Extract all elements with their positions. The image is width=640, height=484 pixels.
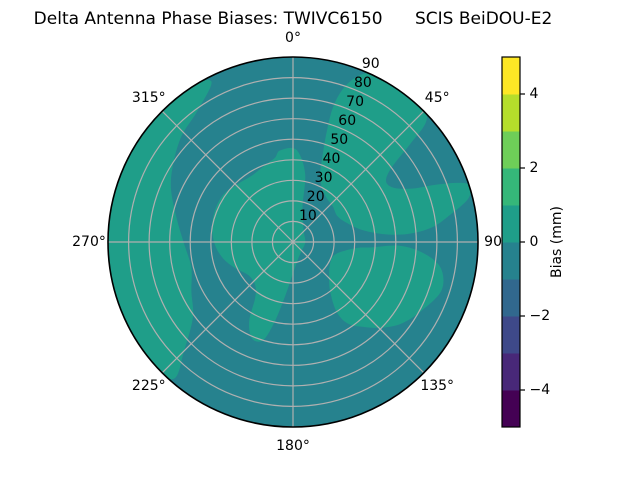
colorbar-tick-label-2: 2 (530, 160, 539, 176)
radial-tick-label-10: 10 (299, 208, 317, 224)
angle-tick-label-45: 45° (425, 90, 450, 106)
grid-spoke-135 (292, 241, 425, 374)
colorbar-segment-3 (502, 279, 520, 317)
colorbar-segment-9 (502, 57, 520, 95)
colorbar-segments (502, 57, 520, 428)
radial-tick-label-50: 50 (330, 132, 348, 148)
colorbar: 4 2 0 −2 −4 Bias (mm) (501, 56, 565, 428)
colorbar-ticks: 4 2 0 −2 −4 (520, 86, 550, 398)
colorbar-tick-label-0: 0 (530, 234, 539, 250)
angle-tick-label-270: 270° (72, 234, 106, 250)
angle-tick-label-0: 0° (285, 30, 301, 46)
radial-tick-label-80: 80 (354, 75, 372, 91)
colorbar-segment-6 (502, 168, 520, 206)
radial-tick-label-30: 30 (315, 170, 333, 186)
colorbar-segment-5 (502, 205, 520, 243)
angle-tick-label-225: 225° (132, 378, 166, 394)
angle-tick-label-135: 135° (420, 378, 454, 394)
colorbar-tick-label--4: −4 (530, 382, 551, 398)
angle-tick-label-90: 90 (484, 234, 502, 250)
polar-border (107, 56, 479, 428)
colorbar-segment-4 (502, 242, 520, 280)
colorbar-label: Bias (mm) (549, 206, 565, 278)
colorbar-segment-8 (502, 94, 520, 132)
radial-tick-labels: 10 20 30 40 50 60 70 80 90 (299, 56, 380, 224)
colorbar-tick-label-4: 4 (530, 86, 539, 102)
radial-tick-label-40: 40 (323, 151, 341, 167)
grid-spoke-315 (161, 110, 294, 243)
angle-tick-labels: 0° 45° 90 135° 180° 225° 270° 315° (72, 30, 502, 454)
polar-grid (108, 57, 478, 427)
radial-tick-label-20: 20 (307, 189, 325, 205)
polar-plot: 0° 45° 90 135° 180° 225° 270° 315° 10 20 30 40 50 60… (72, 30, 502, 454)
colorbar-segment-7 (502, 131, 520, 169)
radial-tick-label-90: 90 (362, 56, 380, 72)
angle-tick-label-315: 315° (132, 90, 166, 106)
contour-region-center-blob (212, 147, 306, 342)
grid-spoke-45 (292, 110, 425, 243)
colorbar-segment-1 (502, 353, 520, 391)
colorbar-tick-label--2: −2 (530, 308, 551, 324)
colorbar-segment-0 (502, 390, 520, 428)
colorbar-segment-2 (502, 316, 520, 354)
chart-title: Delta Antenna Phase Biases: TWIVC6150 SC… (34, 9, 553, 29)
grid-spoke-225 (161, 241, 294, 374)
radial-tick-label-60: 60 (338, 113, 356, 129)
radial-tick-label-70: 70 (346, 94, 364, 110)
angle-tick-label-180: 180° (276, 438, 310, 454)
